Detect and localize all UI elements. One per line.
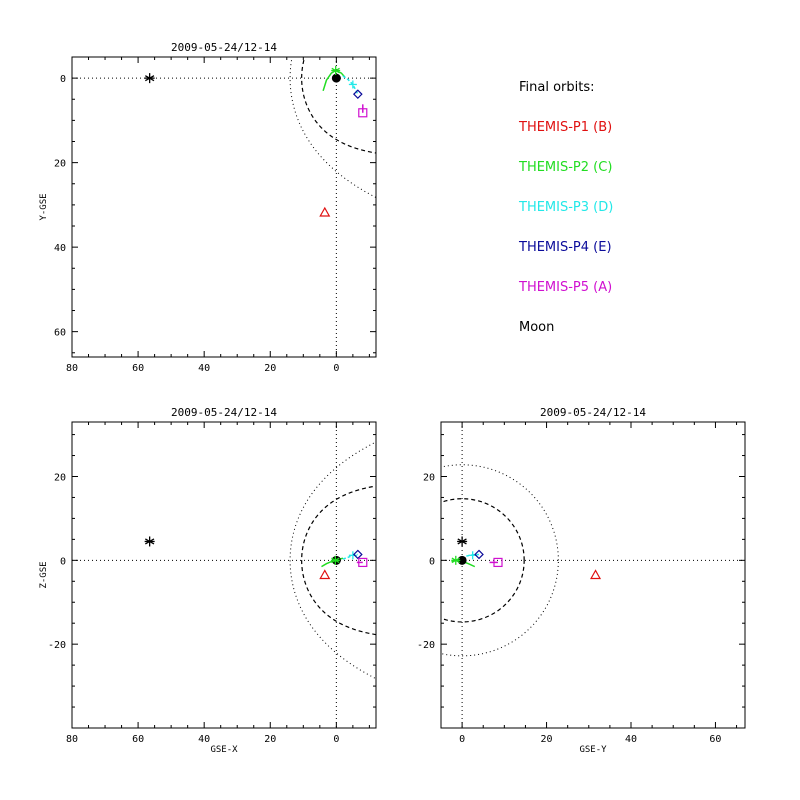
y-tick-label: 20 xyxy=(54,472,66,483)
bow-shock-curve xyxy=(289,441,376,680)
panel-bottom-right: 2009-05-24/12-14 0 20 40 60 -20 0 20 GSE-Y xyxy=(417,406,746,755)
panel-top-left: 2009-05-24/12-14 80 60 40 20 0 0 20 40 60 Y-GSE xyxy=(39,41,377,374)
marker-moon xyxy=(144,536,155,547)
panel-bottom-left: 2009-05-24/12-14 80 60 40 20 0 -20 0 20 GSE-X Z-GS… xyxy=(39,406,377,755)
marker-triangle xyxy=(319,206,331,217)
x-tick-label: 40 xyxy=(198,363,210,374)
earth-dot xyxy=(457,555,467,565)
x-axis-label: GSE-Y xyxy=(579,745,607,755)
legend: Final orbits: THEMIS-P1 (B) THEMIS-P2 (C… xyxy=(519,68,613,348)
marker-plus xyxy=(348,551,357,560)
x-axis-label: GSE-X xyxy=(210,745,238,755)
y-tick-label: 40 xyxy=(54,243,66,254)
marker-triangle xyxy=(319,569,331,580)
marker-moon xyxy=(457,536,468,547)
marker-square xyxy=(358,108,368,118)
x-tick-label: 0 xyxy=(333,734,339,745)
marker-triangle xyxy=(590,569,602,580)
orbit-track xyxy=(466,553,480,557)
marker-diamond xyxy=(352,89,363,100)
panel-title: 2009-05-24/12-14 xyxy=(171,406,277,419)
plot-frame xyxy=(71,56,377,358)
marker-diamond xyxy=(352,549,363,560)
marker-diamond xyxy=(474,549,484,560)
x-tick-label: 20 xyxy=(541,734,553,745)
plot-frame xyxy=(71,421,377,729)
x-tick-label: 40 xyxy=(198,734,210,745)
panel-title: 2009-05-24/12-14 xyxy=(540,406,646,419)
legend-item-p1: THEMIS-P1 (B) xyxy=(519,120,613,135)
y-tick-label: 60 xyxy=(54,328,66,339)
magnetopause-curve xyxy=(301,485,376,636)
legend-heading: Final orbits: xyxy=(519,80,595,95)
x-tick-label: 80 xyxy=(66,734,78,745)
y-axis-label: Z-GSE xyxy=(39,561,49,588)
marker-moon xyxy=(144,73,155,84)
y-tick-label: -20 xyxy=(417,640,435,651)
marker-plus xyxy=(348,80,357,89)
x-tick-label: 20 xyxy=(264,734,276,745)
legend-item-p5: THEMIS-P5 (A) xyxy=(519,280,613,295)
x-tick-label: 60 xyxy=(709,734,721,745)
y-tick-label: 0 xyxy=(60,556,66,567)
x-tick-label: 0 xyxy=(333,363,339,374)
bow-shock-curve xyxy=(441,464,559,657)
y-tick-label: 20 xyxy=(423,472,435,483)
plot-frame xyxy=(440,421,746,729)
marker-square xyxy=(493,557,503,568)
orbit-track xyxy=(342,553,358,560)
x-tick-label: 0 xyxy=(459,734,465,745)
x-tick-label: 40 xyxy=(625,734,637,745)
y-axis-label: Y-GSE xyxy=(39,193,49,220)
marker-asterisk xyxy=(330,555,340,565)
x-tick-label: 80 xyxy=(66,363,78,374)
y-tick-label: -20 xyxy=(48,640,66,651)
legend-item-p4: THEMIS-P4 (E) xyxy=(519,240,612,255)
x-tick-label: 60 xyxy=(132,734,144,745)
legend-item-p2: THEMIS-P2 (C) xyxy=(519,160,613,175)
legend-item-p3: THEMIS-P3 (D) xyxy=(519,200,614,215)
legend-item-moon: Moon xyxy=(519,320,555,335)
earth-dot xyxy=(331,73,341,83)
orbit-track xyxy=(342,75,359,95)
marker-asterisk xyxy=(451,555,461,565)
x-tick-label: 60 xyxy=(132,363,144,374)
marker-asterisk xyxy=(331,66,341,76)
y-tick-label: 0 xyxy=(60,74,66,85)
magnetopause-curve xyxy=(441,498,525,623)
marker-square xyxy=(358,557,368,568)
x-tick-label: 20 xyxy=(264,363,276,374)
magnetopause-curve xyxy=(301,57,376,154)
y-tick-label: 20 xyxy=(54,159,66,170)
panel-title: 2009-05-24/12-14 xyxy=(171,41,277,54)
y-tick-label: 0 xyxy=(429,556,435,567)
